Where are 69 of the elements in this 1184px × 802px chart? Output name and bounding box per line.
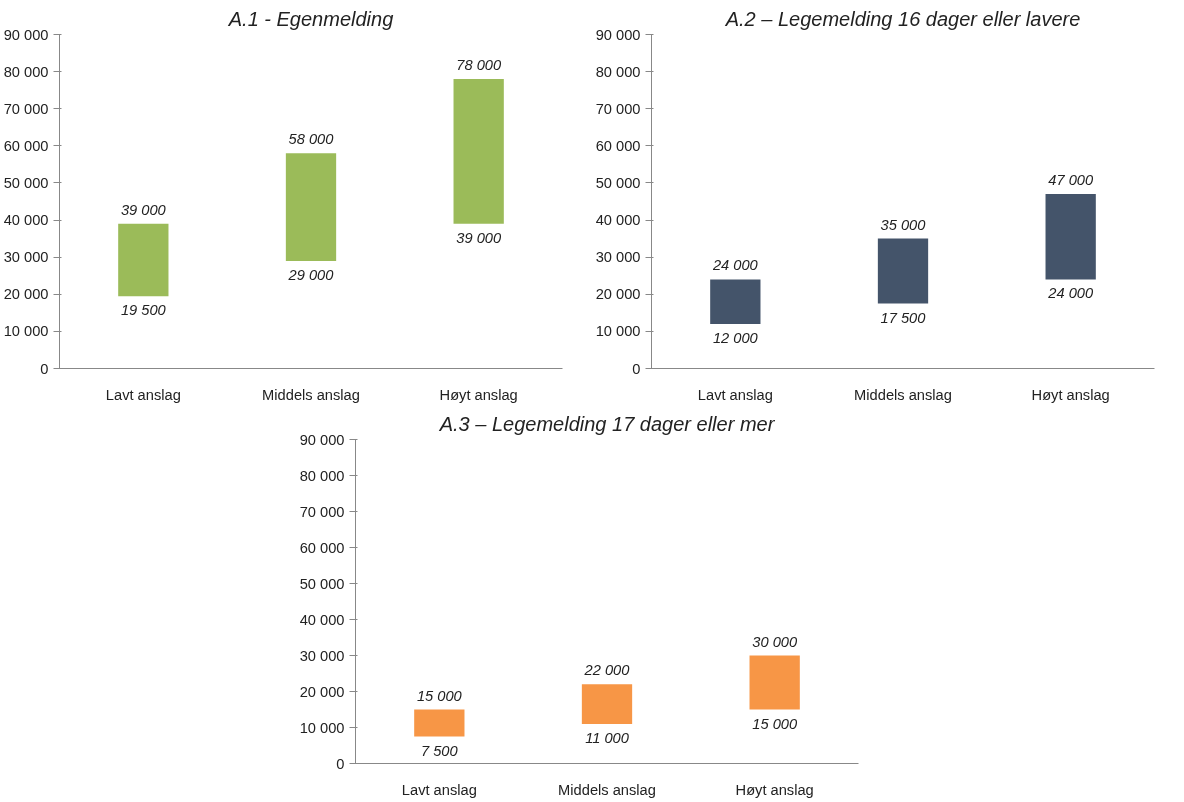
annotation: 39 000 [456,229,502,246]
bar [749,655,800,710]
annotation: 12 000 [712,329,759,346]
y-tick-label: 10 000 [299,719,345,736]
y-tick-label: 90 000 [299,431,345,448]
y-tick-label: 40 000 [3,212,49,229]
y-tick-label: 60 000 [299,539,345,556]
bar [285,153,337,261]
annotation: 22 000 [583,662,631,679]
annotation: 24 000 [1047,285,1094,302]
y-tick-label: 50 000 [299,575,345,592]
chart-title: A.2 – Legemelding 16 dager eller lavere [724,7,1081,30]
annotation: 58 000 [288,131,335,148]
x-tick-label: Lavt anslag [105,386,181,403]
y-tick-label: 60 000 [595,137,641,154]
annotation: 29 000 [287,266,335,283]
x-tick-label: Middels anslag [262,386,360,403]
annotation: 30 000 [752,633,798,650]
bar [1045,194,1096,280]
y-tick-label: 90 000 [595,26,641,43]
annotation: 15 000 [416,687,463,704]
chart-title: A.1 - Egenmelding [227,7,394,30]
annotation: 47 000 [1048,172,1094,189]
y-tick-label: 20 000 [299,683,345,700]
x-tick-label: Middels anslag [854,386,952,403]
y-tick-label: 30 000 [299,647,345,664]
y-tick-label: 20 000 [595,286,641,303]
chart-title: A.3 – Legemelding 17 dager eller mer [438,412,776,435]
x-tick-label: Middels anslag [558,781,656,798]
x-tick-label: Lavt anslag [697,386,773,403]
y-tick-label: 60 000 [3,137,49,154]
bar [581,684,633,724]
y-tick-label: 50 000 [595,174,641,191]
annotation: 78 000 [456,57,502,74]
y-tick-label: 0 [40,360,49,377]
annotation: 39 000 [120,201,167,218]
annotation: 15 000 [752,715,798,732]
y-tick-label: 70 000 [299,503,345,520]
bar [877,238,929,304]
y-tick-label: 70 000 [595,100,641,117]
annotation: 24 000 [711,257,759,274]
annotation: 35 000 [880,216,927,233]
x-tick-label: Høyt anslag [439,386,518,403]
y-tick-label: 30 000 [3,249,49,266]
x-tick-label: Høyt anslag [1031,386,1110,403]
annotation: 11 000 [585,729,630,746]
bar [118,223,169,297]
x-tick-label: Høyt anslag [735,781,814,798]
annotation: 17 500 [880,309,927,326]
y-tick-label: 80 000 [3,63,49,80]
y-tick-label: 0 [632,360,641,377]
x-tick-label: Lavt anslag [401,781,477,798]
y-tick-label: 90 000 [3,26,49,43]
y-tick-label: 20 000 [3,286,49,303]
annotation: 7 500 [421,742,459,759]
y-tick-label: 30 000 [595,249,641,266]
y-tick-label: 40 000 [595,212,641,229]
y-tick-label: 80 000 [595,63,641,80]
y-tick-label: 0 [336,755,345,772]
y-tick-label: 50 000 [3,174,49,191]
y-tick-label: 10 000 [595,323,641,340]
annotation: 19 500 [120,302,167,319]
bar [710,279,761,324]
bar [453,79,504,224]
y-tick-label: 80 000 [299,467,345,484]
bar [414,709,465,737]
y-tick-label: 70 000 [3,100,49,117]
y-tick-label: 10 000 [3,323,49,340]
y-tick-label: 40 000 [299,611,345,628]
